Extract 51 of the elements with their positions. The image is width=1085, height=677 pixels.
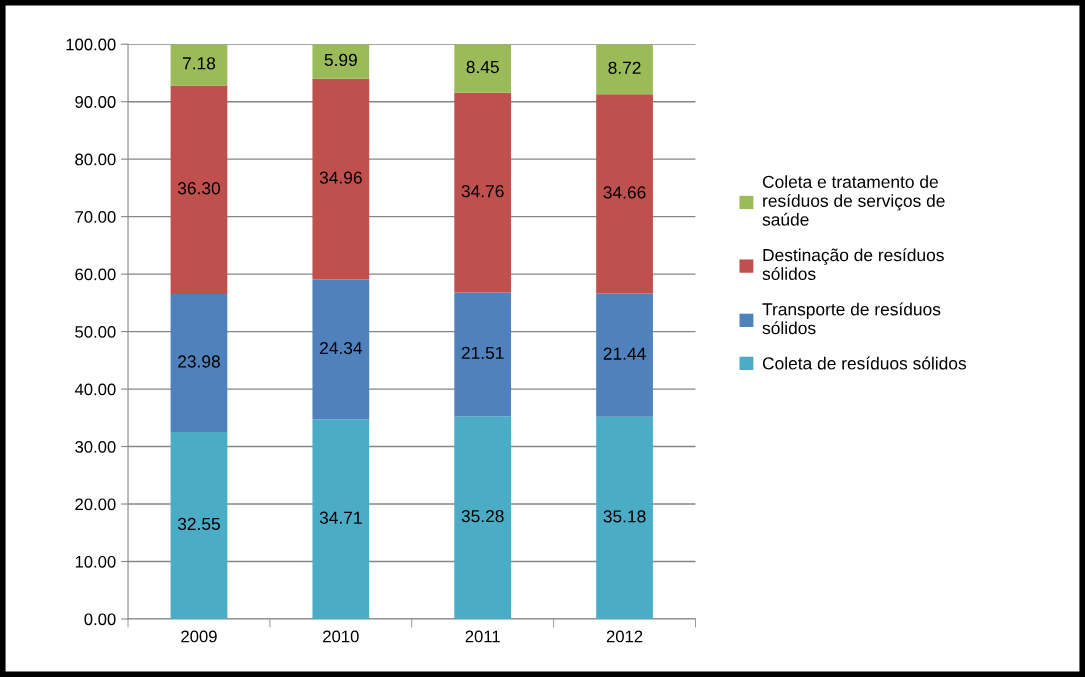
- data-label: 24.34: [319, 341, 363, 355]
- y-tick-label: 30.00: [75, 440, 116, 453]
- data-label: 34.66: [603, 186, 646, 199]
- bar: [454, 292, 512, 417]
- y-tick-label: 70.00: [75, 211, 116, 223]
- bar: [454, 416, 512, 619]
- bar: [170, 431, 228, 619]
- bar: [596, 94, 653, 294]
- y-tick-label: 0.00: [84, 613, 116, 626]
- data-label: 34.76: [461, 185, 504, 198]
- data-label: 8.45: [466, 60, 499, 74]
- data-label: 35.28: [461, 509, 504, 523]
- data-label: 8.72: [608, 61, 641, 74]
- bar: [170, 85, 228, 295]
- data-label: 34.96: [319, 171, 362, 184]
- legend-label: Coleta e tratamento de resíduos de serviços de saúde: [762, 175, 945, 226]
- x-tick-label: 2012: [606, 630, 643, 643]
- bar: [170, 44, 228, 86]
- data-label: 23.98: [178, 355, 220, 368]
- legend-label: Coleta de resíduos sólidos: [762, 356, 967, 370]
- bar: [454, 92, 512, 293]
- y-tick-label: 90.00: [75, 96, 116, 108]
- data-label: 36.30: [177, 182, 221, 195]
- data-label: 32.55: [177, 517, 220, 531]
- data-label: 7.18: [182, 57, 216, 70]
- legend-label: Transporte de resíduos sólidos: [762, 302, 941, 335]
- data-label: 34.71: [319, 511, 362, 524]
- x-tick-label: 2011: [465, 630, 500, 643]
- bar: [596, 44, 653, 95]
- bar: [312, 279, 370, 420]
- data-label: 21.44: [603, 347, 646, 360]
- y-tick-label: 80.00: [75, 153, 116, 166]
- data-label: 21.51: [461, 346, 504, 360]
- y-tick-label: 100.00: [66, 38, 116, 51]
- legend-label: Destinação de resíduos sólidos: [762, 248, 944, 280]
- y-tick-label: 50.00: [75, 326, 116, 338]
- bar: [596, 416, 653, 619]
- bar: [454, 44, 512, 93]
- y-tick-label: 20.00: [75, 498, 116, 511]
- y-tick-label: 60.00: [75, 268, 116, 281]
- bar: [596, 293, 653, 417]
- bar: [312, 44, 370, 79]
- bar: [312, 78, 370, 280]
- x-tick-label: 2010: [323, 630, 359, 643]
- y-tick-label: 40.00: [74, 383, 116, 396]
- data-label: 35.18: [603, 510, 646, 523]
- x-tick-label: 2009: [181, 630, 217, 643]
- bar: [312, 419, 370, 619]
- data-label: 5.99: [324, 53, 357, 67]
- bar: [170, 294, 228, 432]
- y-tick-label: 10.00: [75, 555, 116, 568]
